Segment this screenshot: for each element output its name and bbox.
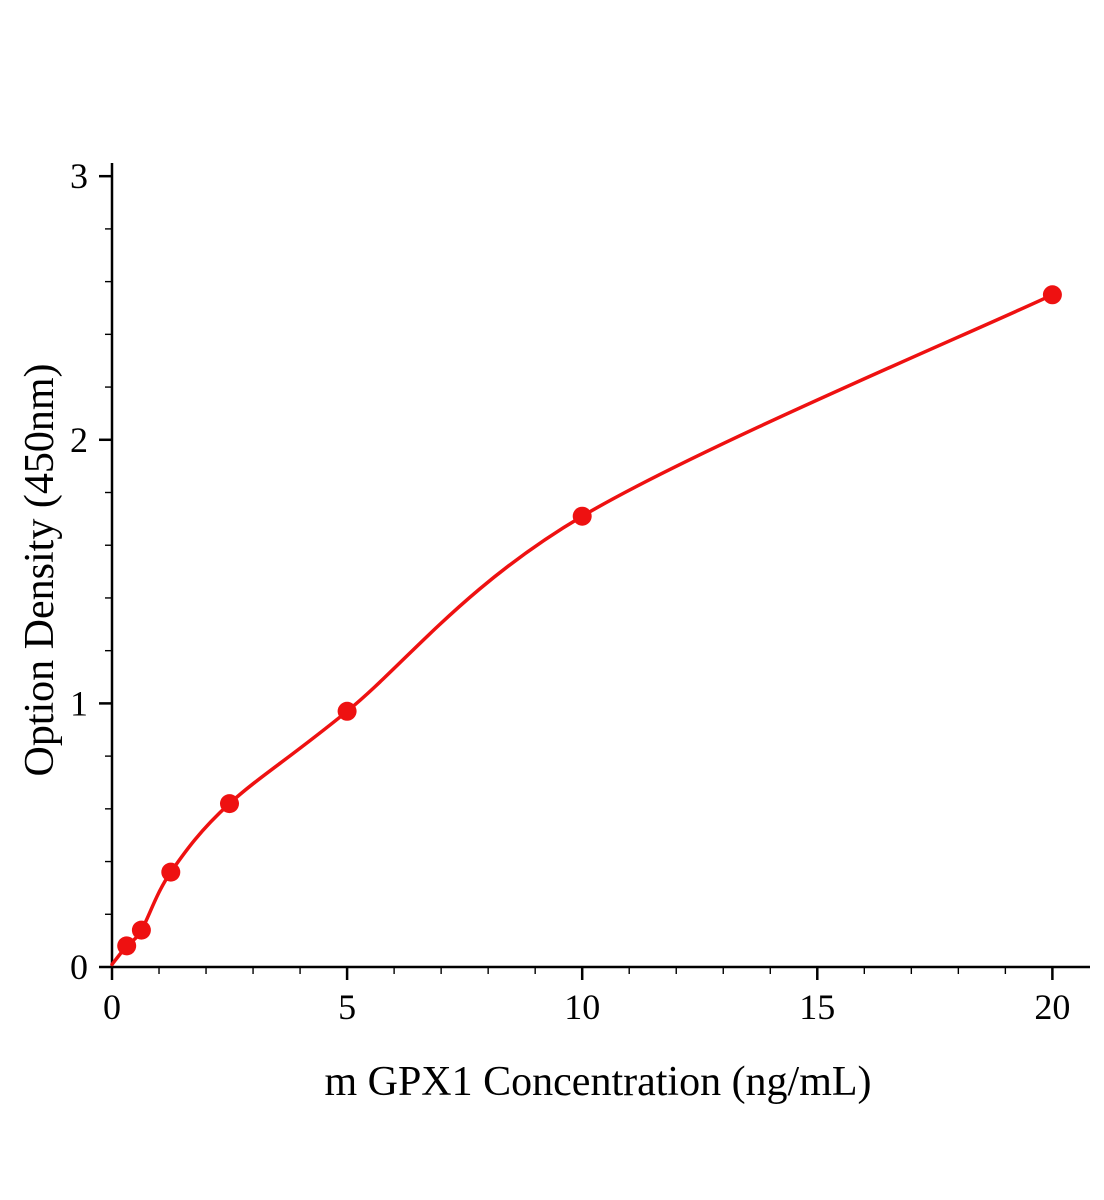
x-tick-label: 5 bbox=[338, 987, 356, 1027]
data-point bbox=[572, 506, 592, 526]
standard-curve-line bbox=[110, 293, 1055, 967]
x-tick-label: 10 bbox=[564, 987, 600, 1027]
x-tick-label: 15 bbox=[799, 987, 835, 1027]
y-tick-label: 1 bbox=[70, 683, 88, 723]
data-point bbox=[131, 920, 151, 940]
y-tick-label: 3 bbox=[70, 156, 88, 196]
data-point bbox=[1042, 285, 1062, 305]
y-axis-title: Option Density (450nm) bbox=[17, 363, 63, 777]
x-axis-title: m GPX1 Concentration (ng/mL) bbox=[324, 1059, 872, 1105]
data-point bbox=[337, 701, 357, 721]
data-point bbox=[220, 794, 239, 814]
data-point bbox=[117, 936, 137, 956]
x-tick-label: 20 bbox=[1034, 987, 1070, 1027]
y-tick-label: 2 bbox=[70, 420, 88, 460]
data-point bbox=[161, 862, 181, 882]
x-tick-label: 0 bbox=[103, 987, 121, 1027]
y-tick-label: 0 bbox=[70, 947, 88, 987]
